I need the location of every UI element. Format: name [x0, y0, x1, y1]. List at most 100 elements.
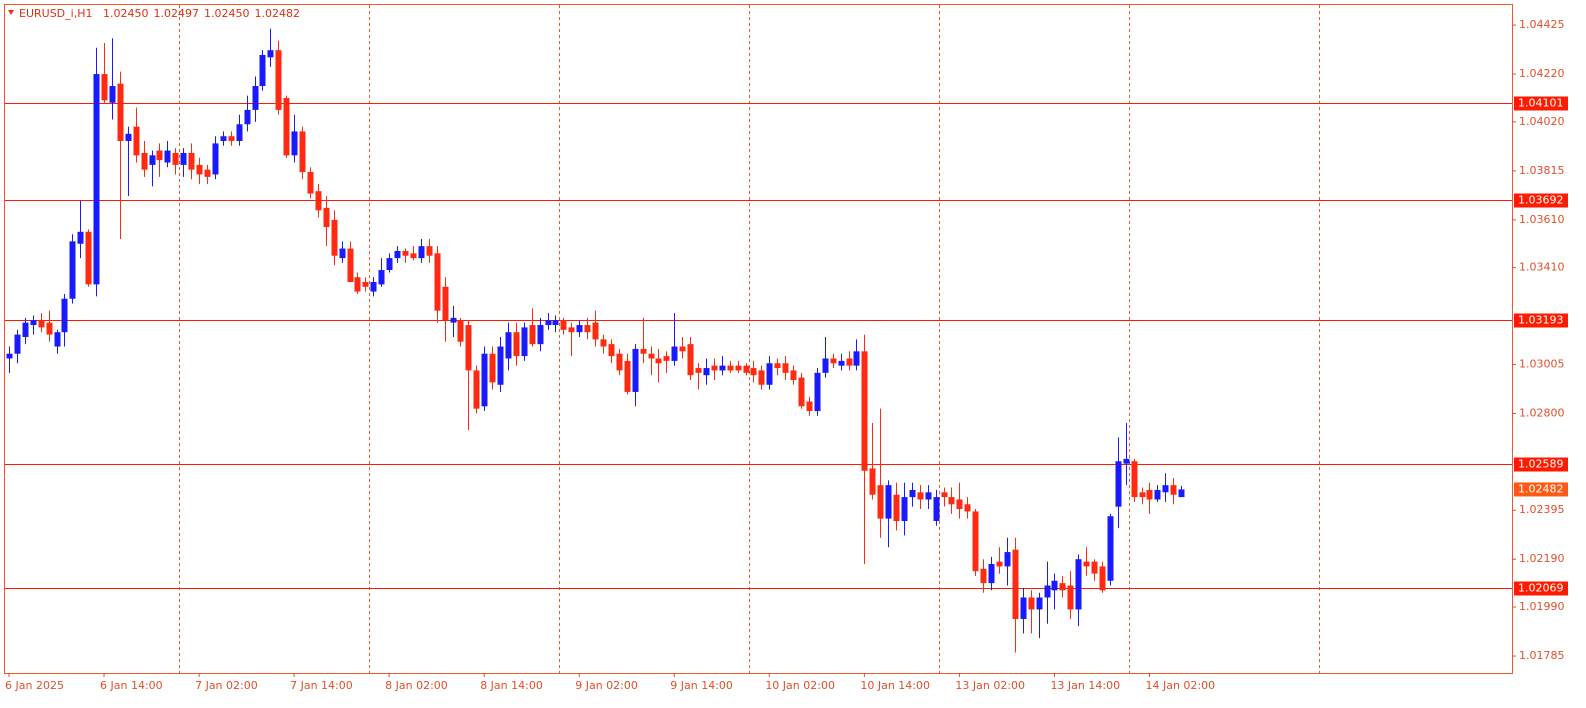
candle-body — [1020, 597, 1027, 619]
candle-body — [426, 246, 433, 256]
candle-body — [14, 334, 21, 354]
current-price-label: 1.02482 — [1518, 482, 1564, 495]
candle-body — [252, 86, 259, 110]
candle-body — [378, 270, 385, 285]
candle-body — [980, 568, 987, 584]
candle-body — [893, 494, 900, 521]
candle-body — [46, 322, 53, 335]
level-badge — [1514, 581, 1568, 596]
candle-body — [814, 372, 821, 412]
candle-body — [838, 360, 845, 366]
y-tick-label: 1.03005 — [1519, 357, 1565, 370]
candle-body — [434, 253, 441, 311]
candle-body — [766, 363, 773, 385]
candle-body — [655, 358, 662, 364]
candle-body — [774, 363, 781, 369]
candle-body — [933, 497, 940, 521]
y-tick-label: 1.01785 — [1519, 649, 1565, 662]
level-label: 1.03193 — [1518, 314, 1564, 327]
candle-body — [125, 133, 132, 141]
candle-body — [283, 97, 290, 156]
candle-body — [1012, 549, 1019, 619]
candle-body — [901, 497, 908, 521]
candle-body — [236, 124, 243, 141]
candle-body — [1146, 489, 1153, 500]
level-badge — [1514, 193, 1568, 208]
candle-body — [830, 358, 837, 364]
day-separators — [179, 5, 1320, 673]
candle-body — [1004, 552, 1011, 567]
candle-body — [521, 327, 528, 357]
candle-body — [537, 325, 544, 345]
level-label: 1.04101 — [1518, 97, 1564, 110]
candle-body — [117, 83, 124, 141]
candle-body — [853, 351, 860, 366]
candle-body — [331, 219, 338, 256]
candle-body — [1059, 583, 1066, 591]
current-price-badge — [1514, 482, 1568, 497]
candle-body — [22, 322, 29, 337]
candle-body — [545, 320, 552, 326]
candle-body — [196, 164, 203, 175]
candle-body — [275, 50, 282, 110]
candle-body — [663, 356, 670, 361]
y-tick-label: 1.02395 — [1519, 503, 1565, 516]
header-value: 1.02497 — [154, 7, 200, 20]
candle-body — [632, 348, 639, 392]
candle-body — [77, 231, 84, 244]
y-tick-label: 1.04220 — [1519, 67, 1565, 80]
candle-body — [212, 143, 219, 175]
candle-body — [1036, 597, 1043, 610]
level-label: 1.03692 — [1518, 194, 1564, 207]
candle-body — [370, 281, 377, 292]
x-tick-label: 7 Jan 02:00 — [195, 679, 258, 692]
collapse-arrow[interactable] — [8, 10, 14, 15]
candle-body — [1107, 516, 1114, 581]
candle-body — [315, 191, 322, 211]
candle-body — [529, 325, 536, 345]
candle-body — [156, 150, 163, 161]
candle-body — [877, 485, 884, 519]
candle-body — [806, 401, 813, 412]
candle-body — [790, 370, 797, 380]
candle-body — [489, 353, 496, 383]
candle-body — [323, 207, 330, 228]
candle-body — [1123, 458, 1130, 464]
candle-body — [220, 136, 227, 141]
candle-body — [758, 370, 765, 385]
level-badge — [1514, 457, 1568, 472]
candle-body — [727, 365, 734, 371]
candle-body — [640, 348, 647, 354]
candle-body — [307, 172, 314, 194]
candle-body — [164, 150, 171, 163]
candle-body — [418, 246, 425, 259]
candle-body — [442, 286, 449, 321]
candle-body — [259, 54, 266, 87]
x-tick-label: 13 Jan 14:00 — [1050, 679, 1120, 692]
y-tick-label: 1.02800 — [1519, 406, 1565, 419]
y-tick-label: 1.01990 — [1519, 600, 1565, 613]
candle-body — [180, 152, 187, 165]
level-label: 1.02589 — [1518, 458, 1564, 471]
x-tick-label: 6 Jan 14:00 — [100, 679, 163, 692]
candle-body — [1178, 489, 1185, 498]
candle-body — [1028, 597, 1035, 610]
chart-title: EURUSD_i,H1 — [19, 7, 92, 20]
candle-body — [473, 370, 480, 409]
candle-body — [244, 109, 251, 125]
candle-body — [61, 298, 68, 333]
x-tick-label: 8 Jan 14:00 — [480, 679, 543, 692]
candle-body — [339, 248, 346, 259]
candle-body — [584, 325, 591, 333]
candle-body — [568, 327, 575, 333]
candle-body — [513, 332, 520, 357]
candle-body — [885, 485, 892, 519]
candle-body — [782, 363, 789, 373]
candle-body — [552, 320, 559, 326]
candle-body — [141, 152, 148, 170]
candle-body — [1044, 585, 1051, 598]
y-tick-label: 1.03610 — [1519, 213, 1565, 226]
candle-body — [703, 368, 710, 376]
candle-body — [38, 320, 45, 328]
